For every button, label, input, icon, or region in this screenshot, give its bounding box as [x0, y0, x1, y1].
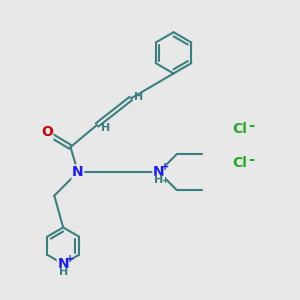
- Text: H: H: [154, 175, 164, 185]
- Text: +: +: [160, 176, 168, 185]
- Text: +: +: [66, 254, 74, 264]
- Text: Cl: Cl: [232, 122, 247, 136]
- Text: H: H: [134, 92, 144, 102]
- Text: O: O: [41, 125, 53, 139]
- Text: -: -: [248, 118, 255, 134]
- Text: N: N: [153, 165, 165, 179]
- Text: H: H: [58, 267, 68, 277]
- Text: +: +: [161, 162, 170, 172]
- Text: Cl: Cl: [232, 156, 247, 170]
- Text: -: -: [248, 152, 255, 167]
- Text: N: N: [72, 165, 84, 179]
- Text: H: H: [100, 123, 110, 133]
- Text: N: N: [57, 257, 69, 271]
